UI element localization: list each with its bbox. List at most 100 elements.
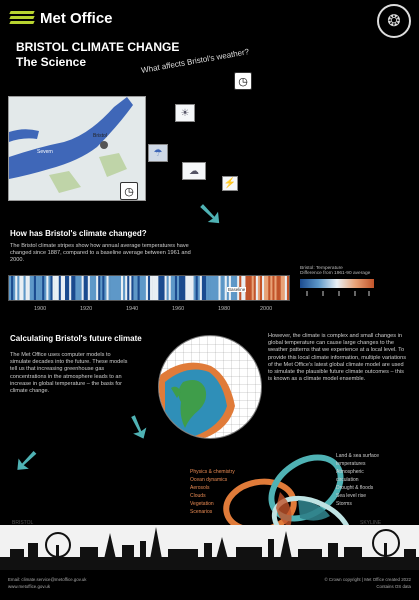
outcome-item: Land & sea surface [336, 453, 380, 459]
stripe [197, 276, 201, 300]
stripe [143, 276, 147, 300]
stripe [96, 276, 99, 300]
stripe [284, 276, 288, 300]
stripe [13, 276, 16, 300]
stripe [147, 276, 151, 300]
stripe [172, 276, 176, 300]
change-text: The Bristol climate stripes show how ann… [10, 243, 191, 264]
met-office-logo: Met Office [9, 10, 113, 27]
stripe [40, 276, 43, 300]
stripe [131, 276, 134, 300]
stripe [278, 276, 282, 300]
stripe [193, 276, 196, 300]
stripe [272, 276, 275, 300]
stripe [9, 276, 12, 300]
stripe [79, 276, 82, 300]
stripe [11, 276, 14, 300]
arrow-left-icon: ➘ [7, 446, 46, 476]
stripe [214, 276, 217, 300]
stripe [203, 276, 207, 300]
stripe [25, 276, 28, 300]
year-label-2000: 2000 [260, 306, 273, 312]
stripe [249, 276, 252, 300]
stripe [264, 276, 267, 300]
page-title: BRISTOL CLIMATE CHANGE The Science [16, 40, 179, 70]
stripe [274, 276, 277, 300]
stripes-key: Bristol: Temperature Difference from 196… [300, 266, 374, 306]
stripe [262, 276, 265, 300]
stripe [73, 276, 76, 300]
lightning-card-icon: ⚡ [222, 176, 238, 191]
stripe [247, 276, 250, 300]
stripe [52, 276, 55, 300]
rain-card-icon: ☂ [148, 144, 168, 162]
stripe [199, 276, 203, 300]
stripe [224, 276, 228, 300]
stripe [81, 276, 84, 300]
globe-svg [159, 336, 261, 438]
factor-item: Vegetation [190, 501, 214, 507]
stripe [181, 276, 184, 300]
year-label-1980: 1980 [218, 306, 231, 312]
stripe [60, 276, 64, 300]
cloud-card-icon: ☁ [182, 162, 206, 180]
stripe [67, 276, 70, 300]
clock-icon-top: ◷ [234, 72, 252, 90]
stripe [23, 276, 26, 300]
stripe [118, 276, 122, 300]
stripe [38, 276, 41, 300]
stripes-axis: 1900 1920 1940 1960 1980 2000 [8, 306, 290, 316]
stripe [141, 276, 145, 300]
climate-stripes: Baseline [8, 275, 290, 301]
outcome-item: Atmospheric [336, 469, 364, 475]
stripe [94, 276, 97, 300]
footer-data-line: Contains OS data [376, 584, 411, 589]
stripe [259, 276, 263, 300]
future-text: The Met Office uses computer models to s… [10, 352, 128, 395]
stripe [112, 276, 116, 300]
outcome-item: Sea level rise [336, 493, 367, 499]
bristol-map: Bristol Severn [8, 96, 146, 201]
future-right-text: However, the climate is complex and smal… [268, 333, 407, 383]
stripe [110, 276, 114, 300]
stripe [185, 276, 188, 300]
ensemble-outcomes-list: Land & sea surface temperatures Atmosphe… [336, 452, 379, 508]
stripe [183, 276, 186, 300]
factor-item: Ocean dynamics [190, 477, 228, 483]
stripe [187, 276, 190, 300]
stripe [135, 276, 138, 300]
future-heading: Calculating Bristol's future climate [10, 334, 142, 343]
key-color-bar [300, 279, 374, 288]
stripe [98, 276, 101, 300]
stripe [206, 276, 209, 300]
stripe [218, 276, 221, 300]
stripe [33, 276, 37, 300]
stripe [35, 276, 39, 300]
stripe [75, 276, 78, 300]
stripe [133, 276, 136, 300]
bristol-skyline [0, 525, 419, 570]
stripe [282, 276, 286, 300]
stripe [108, 276, 111, 300]
stripe [210, 276, 213, 300]
logo-mark-icon [9, 11, 35, 26]
footer-website[interactable]: www.metoffice.gov.uk [8, 584, 51, 589]
skyline-label-left: BRISTOL [12, 520, 34, 526]
stripe [15, 276, 18, 300]
stripe [164, 276, 167, 300]
footer-email[interactable]: Email: climate.service@metoffice.gov.uk [8, 577, 87, 582]
change-heading: How has Bristol's climate changed? [10, 229, 147, 238]
stripe [77, 276, 80, 300]
outcome-item: Storms [336, 501, 352, 507]
stripe [17, 276, 20, 300]
stripe [268, 276, 271, 300]
stripe [201, 276, 205, 300]
stripe [44, 276, 47, 300]
title-line-2: The Science [16, 55, 87, 69]
globe-model-graphic [158, 335, 262, 439]
logo-text: Met Office [40, 10, 113, 27]
stripe [129, 276, 132, 300]
stripe [46, 276, 49, 300]
outcome-item: Drought & floods [336, 485, 374, 491]
arrow-down-icon: ➘ [196, 195, 225, 233]
